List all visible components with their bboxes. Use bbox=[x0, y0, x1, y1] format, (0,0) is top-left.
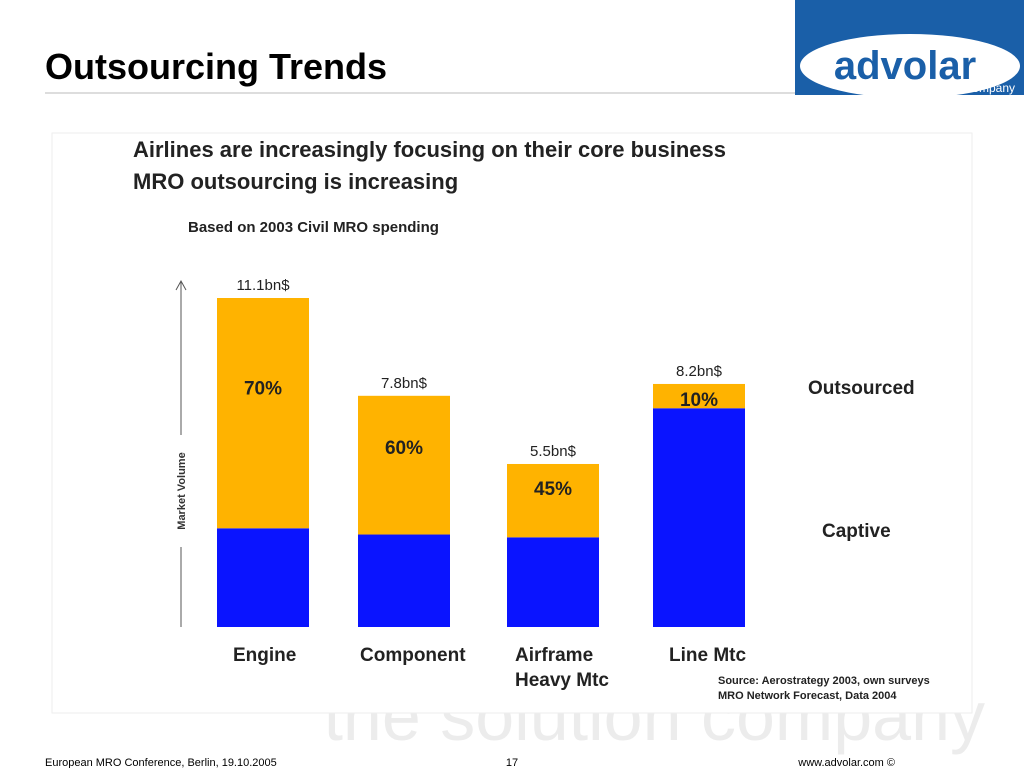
outsourced-segment bbox=[217, 298, 309, 529]
chart-subtitle: Based on 2003 Civil MRO spending bbox=[188, 219, 439, 236]
value-label: 70% bbox=[244, 379, 282, 400]
footer-right: www.advolar.com © bbox=[797, 757, 895, 768]
y-axis-arrow bbox=[175, 279, 187, 291]
source: MRO Network Forecast, Data 2004 bbox=[718, 690, 897, 702]
captive-segment bbox=[507, 537, 599, 627]
total-label: 8.2bn$ bbox=[676, 363, 723, 380]
captive-segment bbox=[358, 534, 450, 627]
legend-outsourced: Outsourced bbox=[808, 378, 915, 399]
total-label: 7.8bn$ bbox=[381, 375, 428, 392]
legend-captive: Captive bbox=[822, 521, 891, 542]
total-label: 11.1bn$ bbox=[236, 277, 290, 294]
y-label-bg bbox=[172, 435, 190, 547]
outsourced-segment bbox=[653, 383, 745, 409]
outsourced-segment bbox=[507, 463, 599, 538]
slide-title: Outsourcing Trends bbox=[45, 46, 387, 87]
category-label: Line Mtc bbox=[669, 645, 747, 666]
y-axis-label: Market Volume bbox=[176, 452, 188, 529]
captive-segment bbox=[217, 528, 309, 627]
category-label: Engine bbox=[233, 645, 297, 666]
total-label: 5.5bn$ bbox=[530, 443, 577, 460]
source: Source: Aerostrategy 2003, own surveys bbox=[718, 675, 930, 687]
chart-title: Airlines are increasingly focusing on th… bbox=[133, 137, 726, 162]
value-label: 60% bbox=[385, 438, 423, 459]
value-label: 10% bbox=[680, 390, 718, 411]
category-label: Component bbox=[360, 645, 466, 666]
footer-left: European MRO Conference, Berlin, 19.10.2… bbox=[45, 757, 277, 768]
page-number: 17 bbox=[506, 757, 518, 768]
captive-segment bbox=[653, 408, 745, 627]
logo-ellipse bbox=[800, 34, 1020, 98]
outsourced-segment bbox=[358, 395, 450, 535]
value-label: 45% bbox=[534, 479, 572, 500]
logo: advolar bbox=[834, 44, 976, 88]
chart-title: MRO outsourcing is increasing bbox=[133, 169, 458, 194]
logo-tagline: the solution company bbox=[902, 81, 1015, 95]
category-label: Airframe Heavy Mtc bbox=[515, 645, 609, 691]
